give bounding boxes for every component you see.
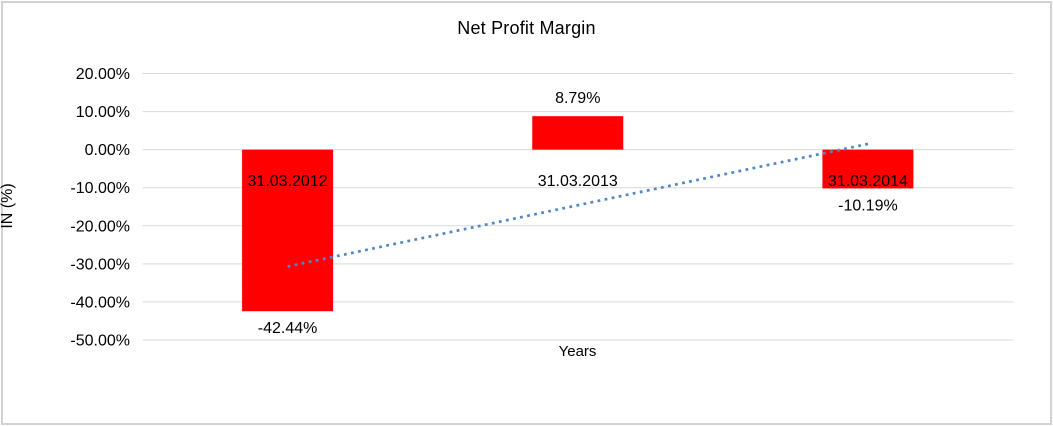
y-tick-label: 20.00%: [76, 66, 130, 83]
trendline: [287, 142, 869, 268]
data-label: -10.19%: [838, 197, 898, 214]
category-label: 31.03.2013: [538, 173, 618, 190]
x-axis-title: Years: [558, 343, 597, 360]
chart-title: Net Profit Margin: [457, 18, 596, 38]
category-label: 31.03.2012: [248, 173, 328, 190]
category-label: 31.03.2014: [828, 173, 908, 190]
y-tick-label: -10.00%: [70, 180, 130, 197]
y-tick-label: -30.00%: [70, 256, 130, 273]
bar: [532, 116, 624, 150]
y-tick-label: -20.00%: [70, 218, 130, 235]
y-tick-label: -40.00%: [70, 294, 130, 311]
y-tick-label: 10.00%: [76, 104, 130, 121]
data-label: -42.44%: [258, 320, 318, 337]
y-tick-label: -50.00%: [70, 333, 130, 350]
bar: [242, 149, 334, 312]
data-label: 8.79%: [555, 90, 600, 107]
bar: [822, 149, 914, 189]
y-tick-label: 0.00%: [85, 142, 130, 159]
